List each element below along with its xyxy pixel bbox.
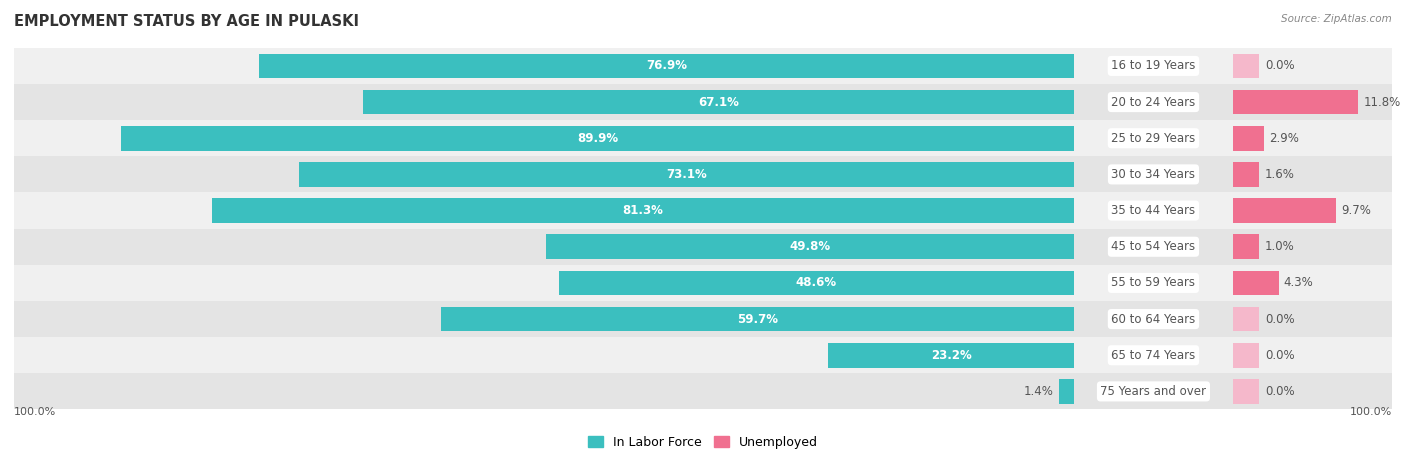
Bar <box>441 307 1074 331</box>
Bar <box>1233 235 1260 259</box>
Text: 0.0%: 0.0% <box>1265 60 1295 73</box>
Text: 35 to 44 Years: 35 to 44 Years <box>1111 204 1195 217</box>
Bar <box>1233 379 1260 404</box>
Bar <box>1233 307 1260 331</box>
Text: 1.6%: 1.6% <box>1265 168 1295 181</box>
Bar <box>1233 54 1260 78</box>
Text: 1.0%: 1.0% <box>1265 240 1295 253</box>
Bar <box>1233 126 1264 151</box>
Text: 100.0%: 100.0% <box>1350 407 1392 417</box>
Bar <box>14 193 1392 229</box>
Text: 1.4%: 1.4% <box>1024 385 1054 398</box>
Bar <box>363 90 1074 115</box>
Bar <box>1233 343 1260 368</box>
Text: 30 to 34 Years: 30 to 34 Years <box>1112 168 1195 181</box>
Text: 49.8%: 49.8% <box>790 240 831 253</box>
Text: 48.6%: 48.6% <box>796 276 837 290</box>
Bar <box>558 271 1074 295</box>
Bar <box>121 126 1074 151</box>
Text: EMPLOYMENT STATUS BY AGE IN PULASKI: EMPLOYMENT STATUS BY AGE IN PULASKI <box>14 14 359 28</box>
Text: 73.1%: 73.1% <box>666 168 707 181</box>
Text: 16 to 19 Years: 16 to 19 Years <box>1111 60 1195 73</box>
Bar <box>212 198 1074 223</box>
Text: 76.9%: 76.9% <box>645 60 688 73</box>
Bar <box>1233 271 1278 295</box>
Text: 55 to 59 Years: 55 to 59 Years <box>1112 276 1195 290</box>
Bar <box>828 343 1074 368</box>
Text: 2.9%: 2.9% <box>1270 132 1299 145</box>
Bar <box>1059 379 1074 404</box>
Text: 9.7%: 9.7% <box>1341 204 1371 217</box>
Text: 25 to 29 Years: 25 to 29 Years <box>1111 132 1195 145</box>
Bar <box>1233 162 1260 187</box>
Text: 0.0%: 0.0% <box>1265 313 1295 326</box>
Bar <box>1233 198 1336 223</box>
Text: 11.8%: 11.8% <box>1364 96 1400 109</box>
Bar <box>14 301 1392 337</box>
Bar <box>546 235 1074 259</box>
Text: Source: ZipAtlas.com: Source: ZipAtlas.com <box>1281 14 1392 23</box>
Bar <box>1233 90 1358 115</box>
Text: 75 Years and over: 75 Years and over <box>1101 385 1206 398</box>
Bar <box>14 156 1392 193</box>
Bar <box>14 48 1392 84</box>
Text: 67.1%: 67.1% <box>697 96 738 109</box>
Bar <box>259 54 1074 78</box>
Text: 20 to 24 Years: 20 to 24 Years <box>1111 96 1195 109</box>
Text: 4.3%: 4.3% <box>1284 276 1313 290</box>
Text: 45 to 54 Years: 45 to 54 Years <box>1111 240 1195 253</box>
Bar <box>14 265 1392 301</box>
Text: 81.3%: 81.3% <box>623 204 664 217</box>
Bar <box>299 162 1074 187</box>
Bar <box>14 120 1392 156</box>
Legend: In Labor Force, Unemployed: In Labor Force, Unemployed <box>583 431 823 451</box>
Text: 60 to 64 Years: 60 to 64 Years <box>1111 313 1195 326</box>
Text: 100.0%: 100.0% <box>14 407 56 417</box>
Text: 0.0%: 0.0% <box>1265 349 1295 362</box>
Bar <box>14 373 1392 410</box>
Text: 23.2%: 23.2% <box>931 349 972 362</box>
Text: 89.9%: 89.9% <box>576 132 619 145</box>
Bar <box>14 337 1392 373</box>
Bar <box>14 229 1392 265</box>
Text: 59.7%: 59.7% <box>737 313 778 326</box>
Bar <box>14 84 1392 120</box>
Text: 0.0%: 0.0% <box>1265 385 1295 398</box>
Text: 65 to 74 Years: 65 to 74 Years <box>1111 349 1195 362</box>
